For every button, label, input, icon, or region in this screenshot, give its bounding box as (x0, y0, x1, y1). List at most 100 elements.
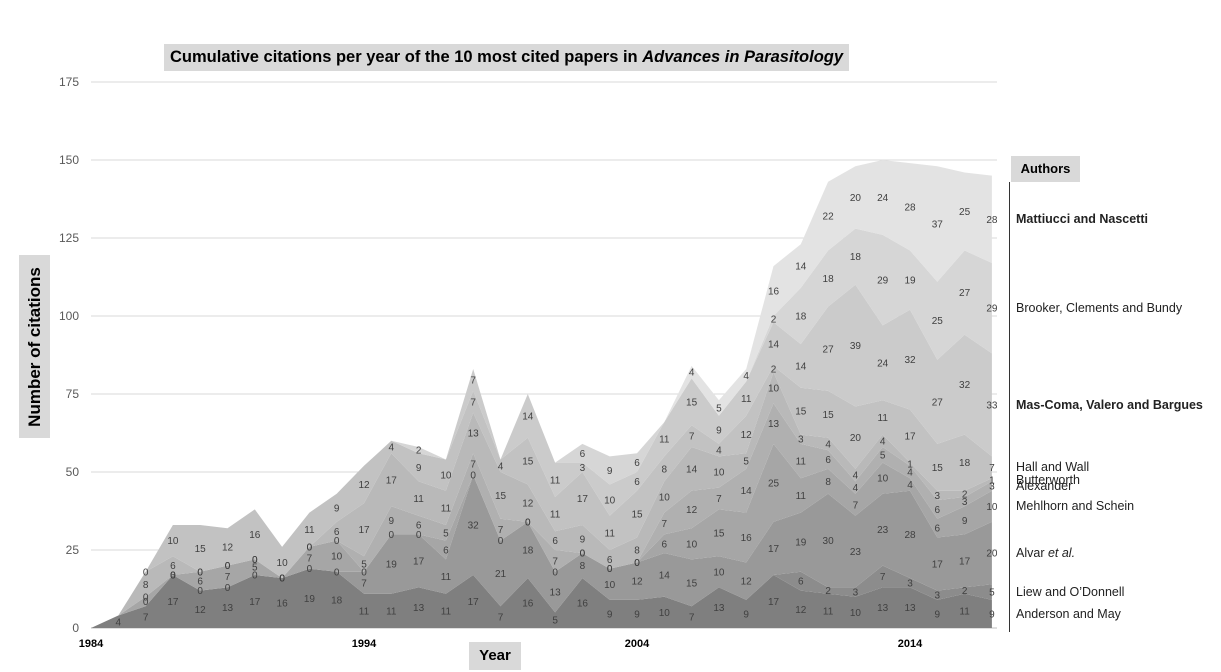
stacked-areas (91, 160, 992, 628)
data-label: 3 (935, 591, 941, 602)
x-axis-ticks: 1984 1994 2004 2014 (79, 638, 923, 650)
y-tick-label: 150 (59, 153, 79, 167)
data-label: 3 (989, 482, 995, 493)
data-label: 0 (143, 567, 149, 578)
data-label: 0 (361, 567, 367, 578)
data-label: 9 (634, 609, 640, 620)
data-label: 19 (904, 276, 916, 287)
data-label: 18 (823, 274, 835, 285)
series-area-alexander (91, 403, 992, 628)
data-label: 17 (468, 597, 480, 608)
data-label: 19 (304, 594, 316, 605)
data-label: 10 (604, 496, 616, 507)
data-label: 9 (580, 535, 586, 546)
data-label: 5 (252, 563, 258, 574)
data-label: 3 (962, 497, 968, 508)
chart-title-text: Cumulative citations per year of the 10 … (170, 48, 643, 66)
data-label: 0 (225, 561, 231, 572)
data-label: 30 (823, 536, 835, 547)
data-label: 0 (225, 561, 231, 572)
data-label: 11 (441, 503, 452, 514)
data-label: 11 (550, 510, 561, 521)
data-label: 4 (907, 480, 913, 491)
data-label: 10 (440, 471, 452, 482)
data-label: 10 (277, 558, 289, 569)
data-label: 14 (768, 340, 780, 351)
data-label: 0 (498, 536, 504, 547)
data-label: 37 (932, 219, 944, 230)
data-label: 14 (795, 361, 807, 372)
data-label: 11 (550, 475, 561, 486)
data-label: 15 (686, 397, 698, 408)
data-label: 8 (634, 546, 640, 557)
data-label: 0 (525, 517, 531, 528)
legend-entry: Butterworth (1016, 472, 1080, 487)
chart-title: Cumulative citations per year of the 10 … (164, 44, 850, 71)
data-label: 32 (904, 355, 916, 366)
data-label: 32 (468, 521, 480, 532)
data-label: 3 (580, 463, 586, 474)
x-tick-label: 1994 (352, 638, 377, 650)
data-label: 0 (307, 564, 313, 575)
data-label: 33 (986, 400, 998, 411)
data-label: 17 (904, 432, 916, 443)
data-label: 0 (470, 471, 476, 482)
data-label: 17 (358, 525, 370, 536)
x-axis-label: Year (469, 642, 521, 670)
data-label: 15 (823, 410, 835, 421)
legend-title: Authors (1011, 156, 1080, 182)
data-label: 14 (659, 570, 671, 581)
data-label: 7 (498, 613, 504, 624)
data-label: 10 (604, 580, 616, 591)
legend-entry: Anderson and May (1016, 607, 1121, 621)
data-label: 4 (116, 617, 122, 628)
data-label: 0 (334, 536, 340, 547)
data-label: 0 (143, 592, 149, 603)
data-label: 5 (880, 450, 886, 461)
data-label: 15 (195, 544, 207, 555)
data-label: 15 (713, 528, 725, 539)
data-label: 4 (389, 443, 395, 454)
data-label: 20 (850, 433, 862, 444)
data-label: 6 (634, 458, 640, 469)
data-label: 10 (850, 608, 862, 619)
data-label: 11 (741, 394, 752, 405)
y-tick-label: 125 (59, 231, 79, 245)
data-label: 6 (170, 570, 176, 581)
data-label: 18 (959, 458, 971, 469)
data-label: 13 (222, 603, 234, 614)
data-label: 8 (580, 561, 586, 572)
data-label: 9 (334, 503, 340, 514)
data-label: 17 (413, 556, 425, 567)
data-label: 3 (907, 578, 913, 589)
data-label: 2 (962, 489, 968, 500)
data-label: 10 (986, 502, 998, 513)
data-label: 15 (686, 578, 698, 589)
data-label: 7 (689, 432, 695, 443)
data-label: 15 (795, 407, 807, 418)
data-label: 5 (361, 560, 367, 571)
data-label: 15 (522, 457, 534, 468)
legend-divider (1009, 182, 1010, 632)
data-label: 11 (386, 606, 397, 617)
data-label: 9 (989, 609, 995, 620)
data-label: 13 (413, 603, 425, 614)
y-axis-label-text: Number of citations (24, 266, 44, 427)
data-label: 4 (880, 436, 886, 447)
y-tick-label: 0 (72, 621, 79, 635)
data-label: 28 (986, 215, 998, 226)
data-label: 10 (713, 567, 725, 578)
data-label: 17 (167, 597, 179, 608)
data-label: 18 (522, 546, 534, 557)
data-label: 10 (167, 536, 179, 547)
data-label: 11 (359, 606, 370, 617)
data-label: 2 (771, 315, 777, 326)
data-label: 7 (662, 519, 668, 530)
data-label: 8 (662, 464, 668, 475)
data-label: 0 (634, 558, 640, 569)
data-label: 28 (904, 202, 916, 213)
data-label: 10 (877, 474, 889, 485)
data-label: 14 (686, 464, 698, 475)
y-tick-label: 50 (66, 465, 80, 479)
data-label: 13 (877, 603, 889, 614)
